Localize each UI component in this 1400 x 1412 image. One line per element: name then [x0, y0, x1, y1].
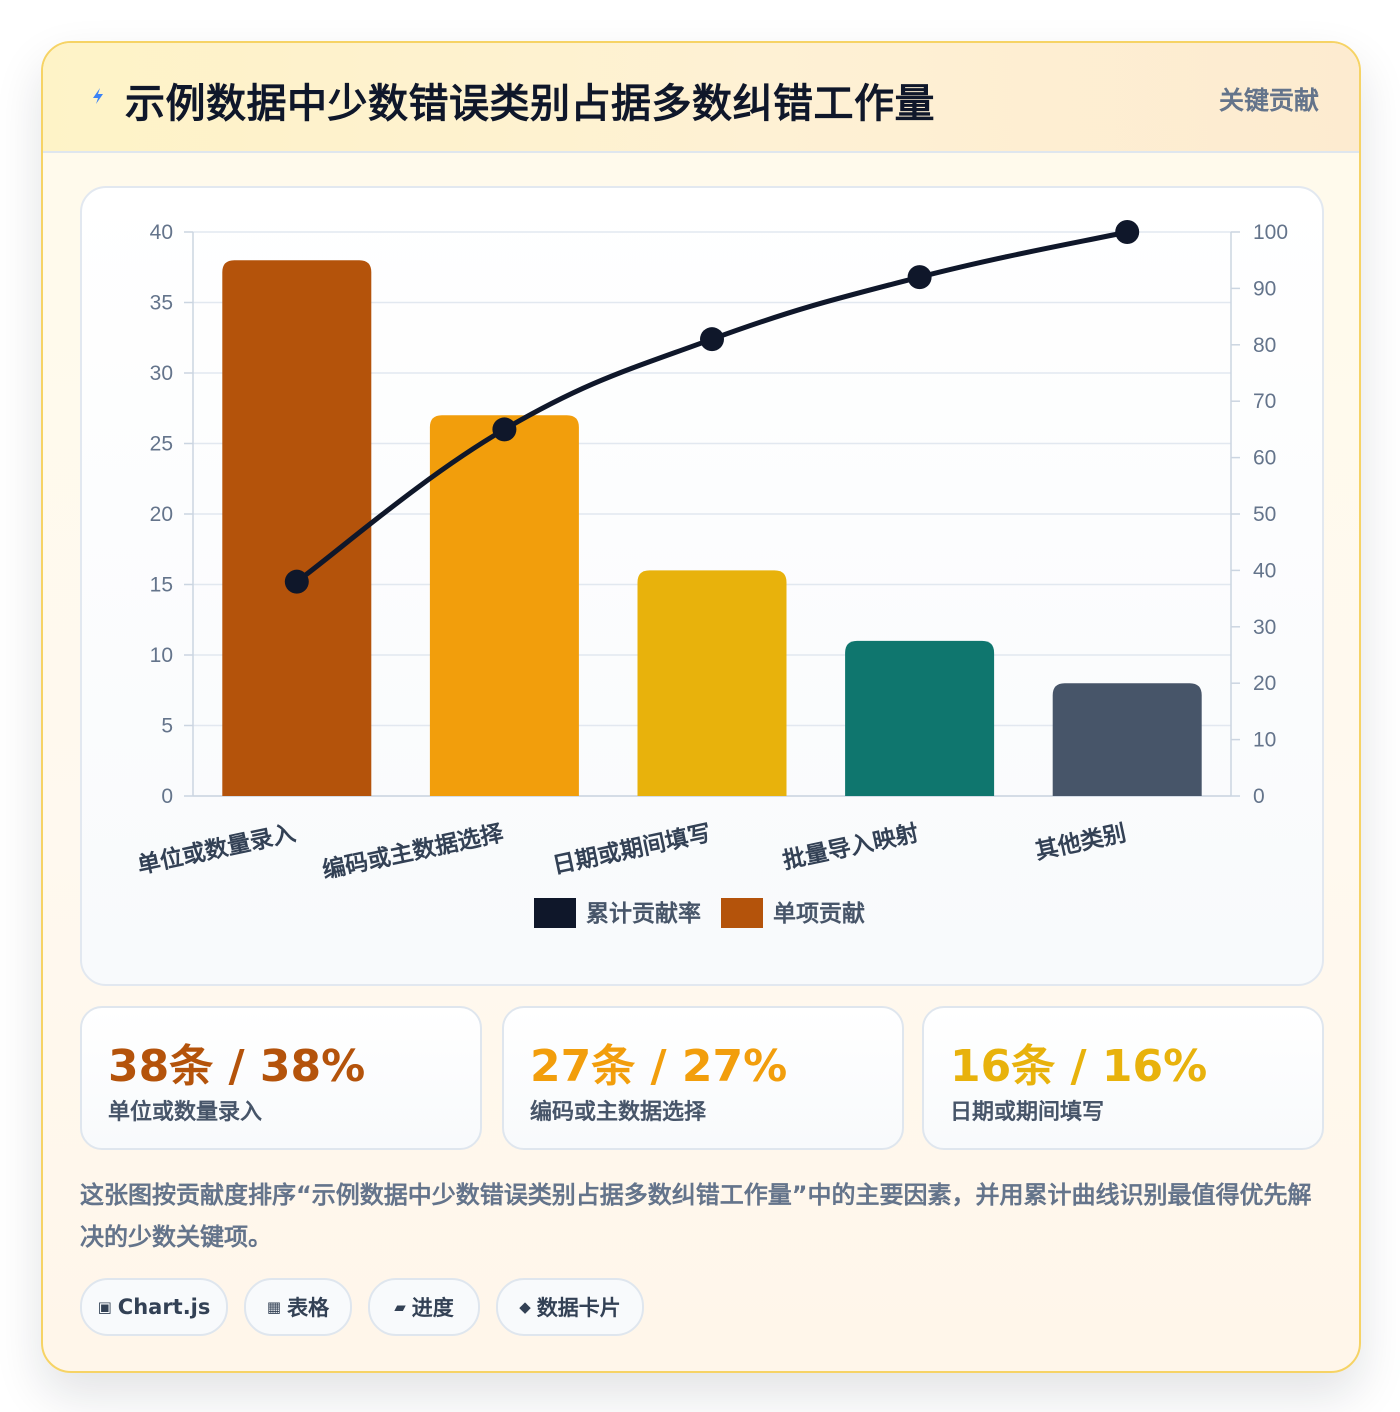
chip-label: Chart.js: [117, 1295, 211, 1319]
cumulative-point: [907, 265, 932, 290]
legend-label: 单项贡献: [773, 901, 865, 927]
y-right-tick-label: 0: [1253, 785, 1265, 808]
y-left-tick-label: 15: [150, 574, 173, 597]
stat-card-3: 16条 / 16% 日期或期间填写: [922, 1006, 1324, 1150]
x-category-label: 单位或数量录入: [135, 819, 298, 879]
x-category-label: 批量导入映射: [780, 819, 921, 874]
y-left-tick-label: 25: [150, 433, 173, 456]
cumulative-line: [294, 229, 1130, 585]
y-right-tick-label: 80: [1253, 334, 1276, 357]
y-left-tick-label: 10: [150, 644, 173, 667]
y-right-tick-label: 10: [1253, 729, 1276, 752]
y-right-tick-label: 20: [1253, 672, 1276, 695]
chip-chartjs[interactable]: ▣ Chart.js: [80, 1278, 228, 1336]
chip-data-cards[interactable]: ◆ 数据卡片: [496, 1278, 644, 1336]
y-right-tick-label: 50: [1253, 503, 1276, 526]
y-left-tick-label: 5: [161, 715, 173, 738]
chip-label: 表格: [287, 1296, 330, 1320]
legend-label: 累计贡献率: [586, 900, 701, 927]
stat-card-1: 38条 / 38% 单位或数量录入: [80, 1006, 482, 1150]
lightning-icon: [93, 88, 103, 104]
y-left-tick-label: 30: [150, 362, 173, 385]
diamond-icon: ◆: [519, 1298, 531, 1316]
cumulative-point: [492, 417, 517, 442]
y-right-tick-label: 90: [1253, 277, 1276, 300]
key-contribution-badge: 关键贡献: [1218, 86, 1319, 115]
bar: [429, 415, 579, 796]
report-card: 示例数据中少数错误类别占据多数纠错工作量 关键贡献 0 5 10 15 20 25 30 35…: [41, 41, 1361, 1373]
x-category-label: 编码或主数据选择: [320, 819, 507, 884]
page-title: 示例数据中少数错误类别占据多数纠错工作量: [125, 81, 935, 127]
y-left-tick-label: 20: [150, 503, 173, 526]
table-icon: ▦: [266, 1298, 282, 1316]
stat-value-2: 27条 / 27%: [530, 1041, 788, 1092]
bar: [637, 570, 787, 796]
legend-swatch: [534, 898, 576, 928]
cumulative-point: [284, 569, 309, 594]
chart-description: 这张图按贡献度排序“示例数据中少数错误类别占据多数纠错工作量”中的主要因素，并用…: [80, 1181, 1312, 1251]
cumulative-point: [1115, 220, 1140, 244]
y-left-tick-label: 40: [150, 221, 173, 244]
stat-card-2: 27条 / 27% 编码或主数据选择: [502, 1006, 904, 1150]
x-category-label: 日期或期间填写: [550, 820, 713, 879]
chart-icon: ▣: [97, 1298, 112, 1316]
bar: [222, 260, 372, 796]
chip-label: 数据卡片: [536, 1296, 621, 1320]
bar: [1052, 683, 1202, 796]
y-right-tick-label: 100: [1253, 221, 1288, 244]
chip-progress[interactable]: ▰ 进度: [368, 1278, 480, 1336]
y-left-tick-label: 35: [150, 292, 173, 315]
card-header: 示例数据中少数错误类别占据多数纠错工作量 关键贡献: [43, 43, 1359, 153]
legend-swatch: [721, 898, 763, 928]
stat-value-1: 38条 / 38%: [108, 1041, 366, 1092]
stat-label-2: 编码或主数据选择: [530, 1100, 707, 1125]
chart-panel: 0 5 10 15 20 25 30 35 40 0 10 20 30 40 50 60 70 80 90 100 单位…: [80, 186, 1324, 986]
chip-label: 进度: [411, 1296, 454, 1320]
y-right-tick-label: 60: [1253, 447, 1276, 470]
y-right-tick-label: 30: [1253, 616, 1276, 639]
y-right-tick-label: 40: [1253, 559, 1276, 582]
cumulative-point: [700, 327, 724, 352]
y-right-tick-label: 70: [1253, 390, 1276, 413]
x-category-label: 其他类别: [1033, 820, 1128, 865]
progress-icon: ▰: [394, 1298, 406, 1316]
stat-value-3: 16条 / 16%: [950, 1041, 1208, 1092]
y-left-tick-label: 0: [161, 785, 173, 808]
stat-label-1: 单位或数量录入: [108, 1100, 263, 1125]
chip-table[interactable]: ▦ 表格: [244, 1278, 352, 1336]
stat-label-3: 日期或期间填写: [950, 1100, 1105, 1125]
bar: [845, 640, 995, 796]
pareto-chart: 0 5 10 15 20 25 30 35 40 0 10 20 30 40 50 60 70 80 90 100 单位…: [135, 220, 1288, 928]
